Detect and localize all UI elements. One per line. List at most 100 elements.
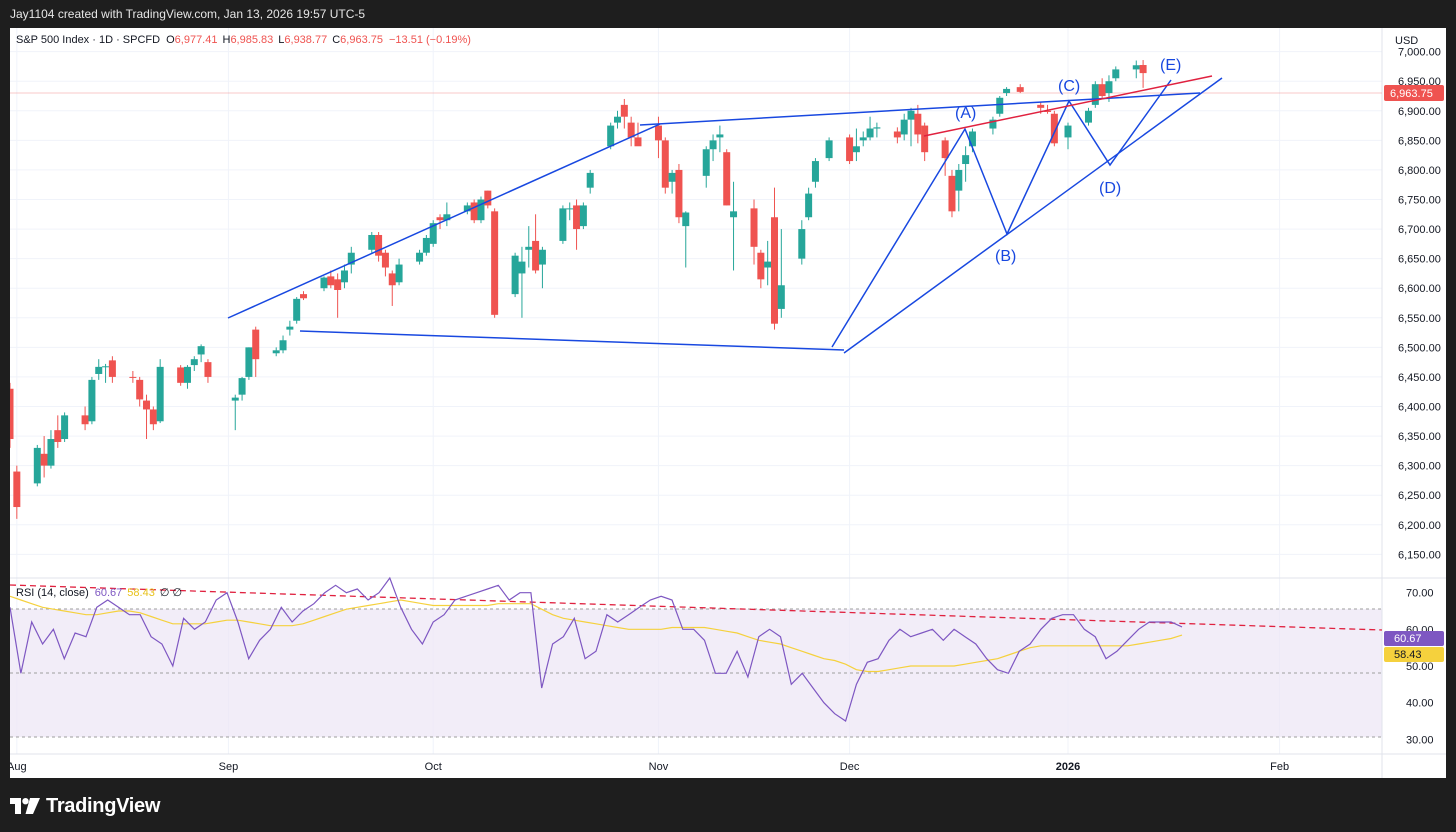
candle-body	[873, 127, 881, 129]
rsi-ma-tag-bg	[1384, 647, 1444, 662]
candle-body	[320, 277, 328, 289]
candle-body	[989, 119, 997, 129]
candle	[108, 356, 116, 383]
chart-canvas[interactable]: (A) (B) (C) (D) (E) 7,000.006,950.006,90…	[6, 28, 1446, 778]
candle	[102, 363, 110, 383]
rsi-tags: 60.67 58.43	[1384, 631, 1444, 662]
legend-l-label: L	[278, 34, 284, 46]
candle-body	[1132, 65, 1140, 70]
candle-body	[962, 155, 970, 165]
candle-body	[955, 169, 963, 191]
price-tick-label: 6,500.00	[1398, 342, 1441, 354]
candle	[900, 113, 908, 141]
price-axis[interactable]: 7,000.006,950.006,900.006,850.006,800.00…	[1398, 47, 1441, 562]
candle-body	[177, 367, 185, 383]
candle	[443, 202, 451, 227]
candle-body	[470, 202, 478, 221]
legend-symbol: S&P 500 Index · 1D · SPCFD	[16, 34, 160, 46]
candle-body	[197, 346, 205, 355]
candle	[996, 96, 1004, 117]
candle	[614, 110, 622, 129]
candle	[757, 249, 765, 289]
wave-label-a: (A)	[955, 105, 976, 122]
time-tick-label: Oct	[425, 761, 442, 773]
time-tick-label: Feb	[1270, 761, 1289, 773]
wave-label-c: (C)	[1058, 78, 1080, 95]
candle	[811, 158, 819, 188]
candle-body	[204, 362, 212, 377]
candle-body	[347, 252, 355, 265]
candle-body	[491, 211, 499, 315]
wave-labels: (A) (B) (C) (D) (E)	[955, 57, 1181, 265]
candle	[143, 394, 151, 440]
candle	[279, 335, 287, 354]
candle-body	[293, 298, 301, 321]
candle-body	[893, 131, 901, 138]
candle-body	[723, 152, 731, 206]
candle-body	[1050, 113, 1058, 144]
candle	[682, 211, 690, 268]
candle	[245, 347, 253, 380]
candle-body	[388, 273, 396, 286]
candle	[989, 116, 997, 135]
candle	[1016, 84, 1024, 94]
candle	[702, 146, 710, 188]
candle-body	[47, 439, 55, 466]
price-tick-label: 6,750.00	[1398, 195, 1441, 207]
candle	[586, 169, 594, 194]
candle	[286, 320, 294, 336]
candle-body	[143, 400, 151, 410]
rsi-legend-value: 60.67	[95, 587, 123, 599]
candle-body	[334, 279, 342, 290]
candle-body	[395, 264, 403, 283]
candle	[300, 291, 308, 301]
candle-body	[654, 125, 662, 141]
tradingview-brand: TradingView	[46, 794, 161, 817]
candle-body	[1003, 88, 1011, 94]
candle	[33, 444, 41, 487]
candle-body	[279, 340, 287, 351]
candle	[1091, 81, 1099, 108]
candle-body	[921, 125, 929, 153]
candle-body	[129, 376, 137, 378]
candles	[6, 60, 1147, 519]
candle-body	[634, 137, 642, 147]
candle-body	[770, 217, 778, 324]
candle-body	[443, 214, 451, 221]
price-tick-label: 6,200.00	[1398, 520, 1441, 532]
candle-body	[566, 208, 574, 210]
candle	[1098, 78, 1106, 99]
candle-body	[238, 378, 246, 395]
candle-body	[750, 208, 758, 247]
chart-panel[interactable]: (A) (B) (C) (D) (E) 7,000.00 6,950.00 6,90…	[6, 28, 1446, 778]
candle-body	[532, 240, 540, 271]
candle	[197, 344, 205, 363]
rsi-tick-label: 50.00	[1406, 661, 1434, 673]
candle-body	[825, 140, 833, 159]
candle-body	[607, 125, 615, 147]
candle	[177, 365, 185, 386]
time-axis[interactable]: Aug Sep Oct Nov Dec 2026 Feb	[7, 761, 1289, 773]
candle-body	[614, 116, 622, 123]
candle	[511, 252, 519, 298]
candle	[620, 98, 628, 129]
candle	[340, 264, 348, 289]
candle-body	[525, 246, 533, 250]
candle	[525, 226, 533, 268]
candle	[491, 208, 499, 318]
candle-body	[436, 217, 444, 221]
candle-body	[286, 326, 294, 330]
candle	[136, 376, 144, 407]
price-tick-label: 6,600.00	[1398, 283, 1441, 295]
candle-body	[272, 350, 280, 354]
candle-body	[108, 360, 116, 377]
candle	[422, 234, 430, 256]
candle	[334, 273, 342, 318]
candle	[668, 169, 676, 194]
tradingview-logo[interactable]: TradingView	[10, 793, 160, 819]
candle-body	[381, 252, 389, 268]
price-tick-label: 6,700.00	[1398, 224, 1441, 236]
candle-body	[968, 131, 976, 147]
price-tag-bg	[1384, 85, 1444, 101]
